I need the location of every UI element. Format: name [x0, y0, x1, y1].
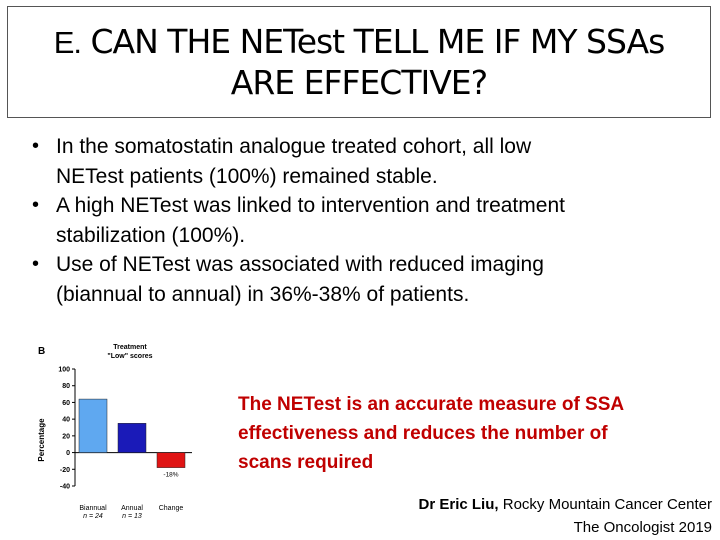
chart-y-axis-label: Percentage	[37, 418, 46, 462]
bullet-line: In the somatostatin analogue treated coh…	[56, 135, 532, 158]
chart-y-tick-label: 60	[62, 400, 70, 407]
chart-bar-biannual	[78, 398, 108, 453]
title-box: E. CAN THE NETest TELL ME IF MY SSAs ARE…	[7, 6, 711, 118]
chart-title-line-1: Treatment	[113, 344, 147, 351]
credit-author-row: Dr Eric Liu, Rocky Mountain Cancer Cente…	[419, 493, 712, 516]
chart-y-tick-label: 80	[62, 383, 70, 390]
bullet-item: • In the somatostatin analogue treated co…	[30, 132, 700, 191]
bullet-line: A high NETest was linked to intervention…	[56, 194, 565, 217]
chart-bar-change	[156, 452, 186, 468]
chart-category-n: n = 13	[122, 513, 142, 520]
chart-category-label: Biannual	[79, 505, 107, 512]
slide-title-line-1: E. CAN THE NETest TELL ME IF MY SSAs	[53, 21, 666, 63]
chart-data-label: -18%	[163, 472, 178, 479]
bullet-dot-icon: •	[32, 135, 40, 157]
bullet-line: (biannual to annual) in 36%-38% of patie…	[56, 282, 470, 306]
source-credit: Dr Eric Liu, Rocky Mountain Cancer Cente…	[419, 493, 712, 539]
callout-line: scans required	[238, 452, 374, 473]
chart-y-tick-label: 40	[62, 417, 70, 424]
title-prefix: E.	[53, 24, 82, 60]
title-text-1: CAN THE NETest TELL ME IF MY SSAs	[90, 21, 666, 61]
bullet-dot-icon: •	[32, 253, 40, 275]
bar-chart: B Treatment "Low" scores Percentage 100 8…	[32, 340, 202, 520]
slide-title-line-2: ARE EFFECTIVE?	[230, 62, 488, 102]
chart-panel-label: B	[38, 346, 45, 357]
key-message-callout: The NETest is an accurate measure of SSA…	[238, 390, 678, 477]
credit-journal: The Oncologist 2019	[573, 519, 712, 536]
chart-title-line-2: "Low" scores	[107, 353, 152, 360]
bullet-dot-icon: •	[32, 194, 40, 216]
credit-author: Dr Eric Liu,	[418, 496, 499, 513]
callout-line: The NETest is an accurate measure of SSA	[238, 394, 625, 415]
bullet-line: NETest patients (100%) remained stable.	[56, 164, 438, 188]
chart-category-label: Annual	[121, 505, 143, 512]
chart-y-tick-label: -40	[60, 484, 70, 491]
bullet-line: stabilization (100%).	[56, 223, 246, 247]
chart-y-tick-label: -20	[60, 467, 70, 474]
chart-y-tick-label: 0	[66, 450, 70, 457]
credit-affiliation: Rocky Mountain Cancer Center	[502, 496, 712, 513]
chart-category-label: Change	[159, 505, 184, 512]
callout-line: effectiveness and reduces the number of	[238, 423, 608, 444]
bullet-item: • A high NETest was linked to interventio…	[30, 191, 700, 250]
bullet-item: • Use of NETest was associated with reduc…	[30, 250, 700, 309]
bar-chart-svg: B Treatment "Low" scores Percentage 100 8…	[37, 344, 192, 520]
chart-y-tick-label: 100	[58, 367, 70, 374]
chart-y-tick-label: 20	[62, 433, 70, 440]
bullet-list: • In the somatostatin analogue treated co…	[30, 132, 700, 309]
chart-category-n: n = 24	[83, 513, 103, 520]
bullet-line: Use of NETest was associated with reduce…	[56, 253, 544, 276]
chart-bar-annual	[117, 423, 147, 453]
